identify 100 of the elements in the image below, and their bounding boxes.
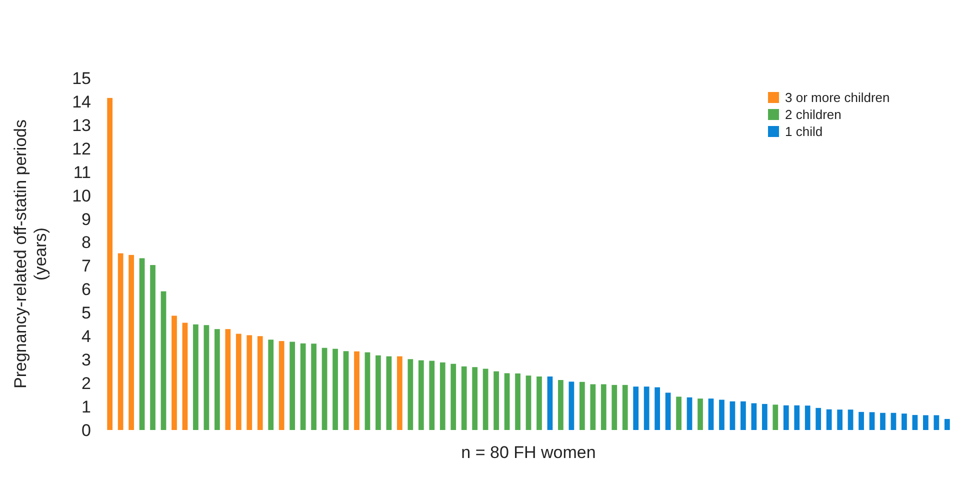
y-tick-label: 3 [82,350,91,370]
bar [214,329,220,430]
bar [558,380,564,430]
bar [118,253,124,430]
bar [246,335,252,430]
bar [504,373,510,430]
bar [934,415,940,430]
bar [364,352,370,430]
bar [902,414,907,430]
bar [290,342,296,430]
bar [472,367,478,430]
bar [600,384,606,430]
y-tick-label: 0 [82,420,91,440]
y-axis-title: Pregnancy-related off-statin periods (years) [11,119,50,389]
bar [515,373,520,430]
bar [343,351,349,430]
bar [923,415,928,430]
bar [461,366,467,430]
bar [579,382,585,430]
y-tick-label: 11 [73,162,91,182]
bar [450,364,456,430]
y-tick-label: 6 [82,280,91,300]
bar [429,360,435,430]
y-tick-label: 4 [82,327,91,346]
bar [890,412,896,430]
bar [676,396,682,430]
y-tick-label: 9 [82,210,91,229]
y-tick-label: 2 [82,374,91,394]
bar [719,400,724,430]
bar [644,386,650,430]
y-tick-label: 10 [72,186,91,206]
bar [376,355,381,430]
bar [386,356,392,430]
bar [762,404,768,430]
bar [236,334,242,430]
bar [408,359,414,430]
bar [944,418,950,430]
bar [686,397,692,430]
y-tick-label: 14 [72,92,91,112]
bar [204,325,210,430]
bar [193,324,198,430]
bar [160,291,166,430]
bar [730,401,736,430]
bar [182,322,188,430]
bar [708,398,714,430]
bar [536,376,542,430]
bar [150,265,156,430]
bar [278,341,284,430]
legend-label: 2 children [785,107,842,122]
bar [225,329,231,430]
bar [848,410,854,430]
bar [837,410,842,430]
bar [257,336,263,430]
bar [322,348,328,430]
bar [816,408,822,430]
bar [751,403,757,430]
bar [107,98,113,430]
bar [396,356,402,430]
bar [139,258,145,430]
bar [440,362,446,430]
bar [740,401,746,430]
bar [869,412,875,430]
bar [858,412,864,430]
y-tick-label: 15 [72,68,91,88]
bar [268,340,274,430]
y-tick-label: 1 [82,397,91,416]
bar [826,409,832,430]
bar [698,398,703,430]
x-axis-title: n = 80 FH women [461,443,596,462]
bar [880,412,886,430]
bar [332,348,338,430]
bar [172,316,177,430]
bar [482,368,488,430]
y-tick-label: 5 [82,304,91,323]
bar [311,344,316,430]
y-tick-label: 8 [82,233,91,252]
bar [590,384,596,430]
bar [633,386,639,430]
bar [128,254,134,430]
bar [418,360,424,430]
bar [665,392,671,430]
bar [526,376,532,430]
bar [300,343,306,430]
y-tick-label: 13 [72,116,91,135]
legend-label: 1 child [785,124,823,139]
bar [494,371,499,430]
y-tick-label: 7 [82,256,91,276]
bar [547,376,553,430]
bar [912,414,918,430]
bar [622,384,628,430]
bar [568,382,574,430]
bar [354,351,360,430]
y-tick-label: 12 [72,139,91,158]
bar [612,384,618,430]
bar [772,404,778,430]
bar [804,406,810,430]
legend-label: 3 or more children [785,90,890,105]
bar [794,405,800,430]
bar [783,405,789,430]
bar [654,387,660,430]
